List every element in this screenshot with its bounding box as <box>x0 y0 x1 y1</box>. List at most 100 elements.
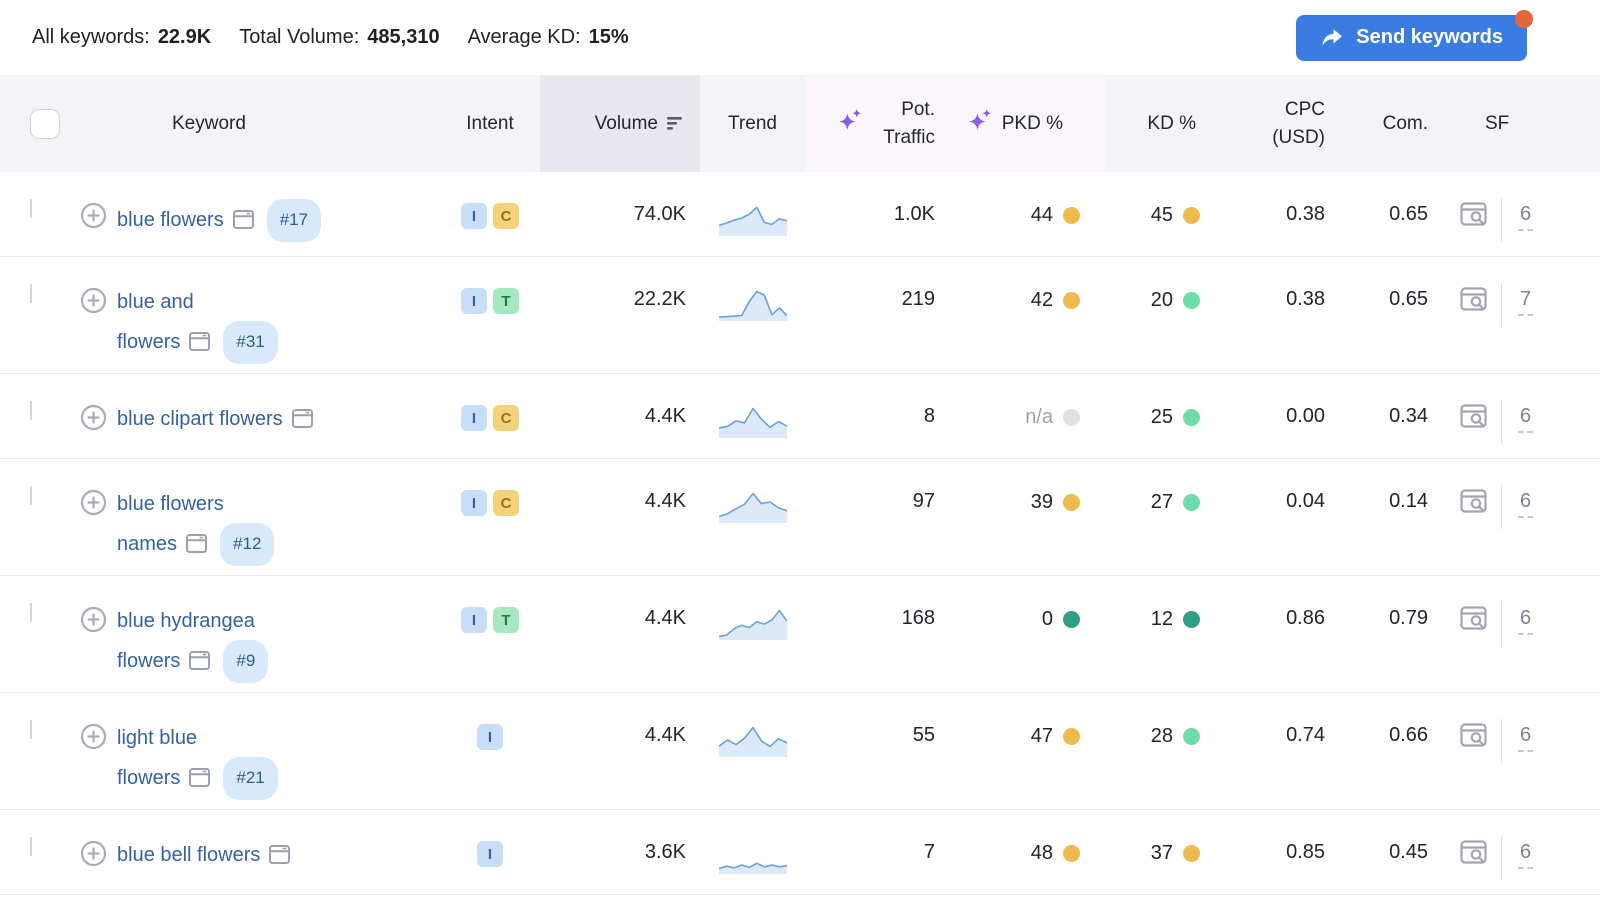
kd-dot <box>1183 494 1200 511</box>
keyword-link[interactable]: blue and flowers #31 <box>117 284 278 364</box>
kd-value: 25 <box>1150 406 1173 428</box>
column-header-pot-traffic[interactable]: Pot. Traffic <box>805 75 950 172</box>
position-badge: #12 <box>220 523 275 566</box>
row-checkbox[interactable] <box>30 837 32 856</box>
row-checkbox[interactable] <box>30 284 32 303</box>
volume-value: 74.0K <box>633 203 686 225</box>
add-keyword-icon[interactable] <box>80 202 107 242</box>
serp-analysis-icon[interactable] <box>1460 202 1487 227</box>
volume-value: 3.6K <box>644 841 686 863</box>
serp-snapshot-icon[interactable] <box>189 651 211 670</box>
volume-value: 4.4K <box>644 724 686 746</box>
column-header-kd[interactable]: KD % <box>1147 112 1196 134</box>
column-header-sf[interactable]: SF <box>1485 112 1510 134</box>
sf-count-link[interactable]: 6 <box>1518 722 1534 752</box>
row-checkbox[interactable] <box>30 720 32 739</box>
notification-dot <box>1515 9 1533 28</box>
kd-dot <box>1183 409 1200 426</box>
send-keywords-button[interactable]: Send keywords <box>1296 9 1533 61</box>
keyword-link[interactable]: light blue flowers #21 <box>117 720 278 800</box>
keyword-link[interactable]: blue flowers #17 <box>117 199 322 242</box>
pot-traffic-value: 8 <box>923 405 935 427</box>
sf-count-link[interactable]: 6 <box>1518 488 1534 518</box>
volume-value: 4.4K <box>644 607 686 629</box>
intent-badge-c: C <box>493 490 519 516</box>
com-value: 0.45 <box>1389 841 1428 863</box>
add-keyword-icon[interactable] <box>80 287 107 364</box>
pkd-dot <box>1063 207 1080 224</box>
serp-snapshot-icon[interactable] <box>232 210 254 229</box>
com-value: 0.65 <box>1389 203 1428 225</box>
all-keywords-value: 22.9K <box>157 26 212 48</box>
kd-value: 28 <box>1150 725 1173 747</box>
keyword-link[interactable]: blue clipart flowers <box>117 401 313 438</box>
serp-snapshot-icon[interactable] <box>189 768 211 787</box>
sf-count-link[interactable]: 6 <box>1518 605 1534 635</box>
trend-sparkline <box>700 693 805 758</box>
serp-snapshot-icon[interactable] <box>189 332 211 351</box>
ai-sparkle-icon <box>838 108 863 139</box>
trend-sparkline <box>700 576 805 641</box>
intent-badge-i: I <box>461 607 487 633</box>
average-kd-stat: Average KD: 15% <box>468 26 629 49</box>
trend-sparkline <box>700 459 805 524</box>
add-keyword-icon[interactable] <box>80 723 107 800</box>
row-checkbox[interactable] <box>30 401 32 420</box>
sf-count-link[interactable]: 6 <box>1518 403 1534 433</box>
sf-count-link[interactable]: 6 <box>1518 201 1534 231</box>
send-arrow-icon <box>1320 27 1344 49</box>
serp-analysis-icon[interactable] <box>1460 404 1487 429</box>
sort-descending-icon <box>667 116 686 131</box>
serp-snapshot-icon[interactable] <box>186 534 208 553</box>
column-header-trend[interactable]: Trend <box>728 112 777 134</box>
kd-dot <box>1183 292 1200 309</box>
serp-analysis-icon[interactable] <box>1460 840 1487 865</box>
kd-value: 12 <box>1150 608 1173 630</box>
serp-snapshot-icon[interactable] <box>291 409 313 428</box>
keyword-link[interactable]: blue bell flowers <box>117 837 291 874</box>
column-header-com[interactable]: Com. <box>1382 112 1428 134</box>
select-all-checkbox[interactable] <box>30 108 60 139</box>
column-header-intent[interactable]: Intent <box>466 112 514 134</box>
all-keywords-stat: All keywords: 22.9K <box>32 26 211 49</box>
intent-badge-i: I <box>461 405 487 431</box>
pot-traffic-value: 219 <box>901 288 935 310</box>
ai-sparkle-icon <box>968 108 993 139</box>
add-keyword-icon[interactable] <box>80 404 107 438</box>
pkd-dot <box>1063 494 1080 511</box>
serp-analysis-icon[interactable] <box>1460 723 1487 748</box>
cpc-value: 0.86 <box>1286 607 1325 629</box>
sf-count-link[interactable]: 7 <box>1518 286 1534 316</box>
add-keyword-icon[interactable] <box>80 606 107 683</box>
sf-divider <box>1501 836 1502 880</box>
sf-count-link[interactable]: 6 <box>1518 839 1534 869</box>
keyword-link[interactable]: blue flowers names #12 <box>117 486 275 566</box>
column-header-keyword[interactable]: Keyword <box>172 112 246 134</box>
serp-analysis-icon[interactable] <box>1460 489 1487 514</box>
pkd-value: 44 <box>1030 204 1053 226</box>
serp-snapshot-icon[interactable] <box>269 845 291 864</box>
intent-badge-i: I <box>477 724 503 750</box>
all-keywords-label: All keywords: <box>32 26 150 48</box>
column-header-pkd[interactable]: PKD % <box>950 75 1105 172</box>
serp-analysis-icon[interactable] <box>1460 606 1487 631</box>
column-header-cpc[interactable]: CPC (USD) <box>1272 98 1325 148</box>
header-select-all <box>0 75 80 172</box>
add-keyword-icon[interactable] <box>80 840 107 874</box>
keyword-link[interactable]: blue hydrangea flowers #9 <box>117 603 269 683</box>
serp-analysis-icon[interactable] <box>1460 287 1487 312</box>
intent-badge-i: I <box>461 490 487 516</box>
add-keyword-icon[interactable] <box>80 489 107 566</box>
row-checkbox[interactable] <box>30 199 32 218</box>
kd-dot <box>1183 207 1200 224</box>
row-checkbox[interactable] <box>30 603 32 622</box>
row-checkbox[interactable] <box>30 486 32 505</box>
total-volume-label: Total Volume: <box>239 26 360 48</box>
column-header-volume[interactable]: Volume <box>540 75 700 172</box>
intent-badge-c: C <box>493 203 519 229</box>
total-volume-stat: Total Volume: 485,310 <box>239 26 439 49</box>
average-kd-value: 15% <box>588 26 629 48</box>
